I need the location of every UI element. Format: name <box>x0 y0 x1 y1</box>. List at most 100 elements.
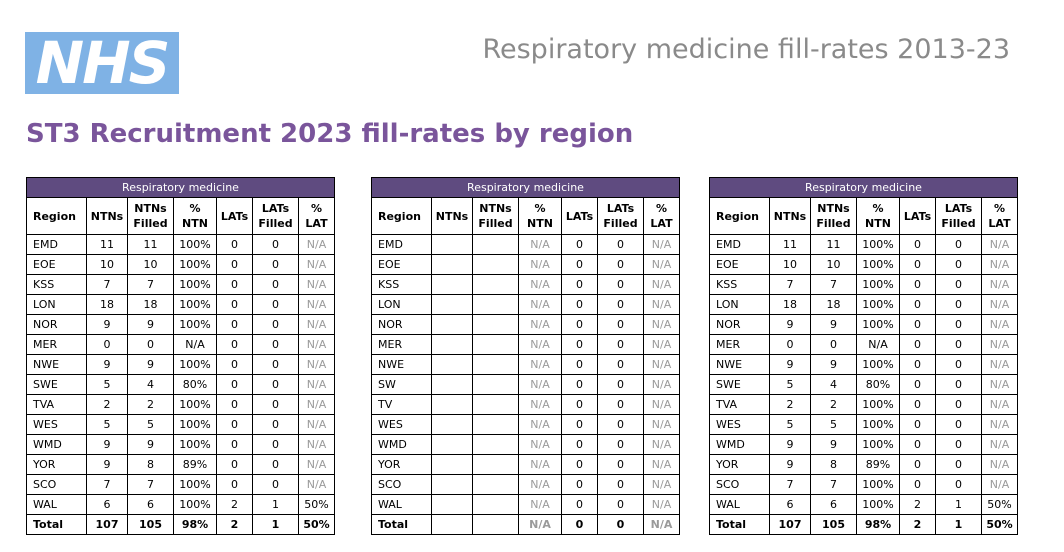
table-cell: 100% <box>856 414 900 435</box>
region-cell: SWE <box>26 374 87 395</box>
table-cell: 7 <box>127 274 174 295</box>
table-cell: 0 <box>899 274 936 295</box>
table-row: NWE 9 9 100% 0 0 N/A <box>26 354 335 375</box>
table-row: SCO 7 7 100% 0 0 N/A <box>709 474 1018 495</box>
table-cell: 9 <box>127 354 174 375</box>
column-header: NTNs Filled <box>810 197 857 235</box>
table-cell: N/A <box>518 334 562 355</box>
table-row: NWE N/A 0 0 N/A <box>371 354 680 375</box>
region-cell: SCO <box>709 474 770 495</box>
table-cell: 0 <box>899 354 936 375</box>
table-cell: 0 <box>252 454 299 475</box>
table-cell: 0 <box>561 374 598 395</box>
total-cell: 98% <box>856 514 900 535</box>
table-group-header: Respiratory medicine <box>371 177 680 198</box>
table-cell: 80% <box>856 374 900 395</box>
table-cell: 0 <box>216 314 253 335</box>
table-cell: N/A <box>981 474 1018 495</box>
region-cell: TV <box>371 394 432 415</box>
total-cell: 105 <box>127 514 174 535</box>
table-cell: N/A <box>518 294 562 315</box>
column-header: Region <box>26 197 87 235</box>
column-header: % LAT <box>981 197 1018 235</box>
table-cell: 0 <box>899 234 936 255</box>
table-cell: 0 <box>935 274 982 295</box>
table-cell: 0 <box>86 334 128 355</box>
region-cell: NOR <box>709 314 770 335</box>
table-cell: N/A <box>981 454 1018 475</box>
table-cell: 0 <box>216 374 253 395</box>
table-cell: 0 <box>561 474 598 495</box>
table-row: EMD N/A 0 0 N/A <box>371 234 680 255</box>
table-cell <box>472 314 519 335</box>
column-header: % NTN <box>856 197 900 235</box>
region-cell: EMD <box>709 234 770 255</box>
table-row: WES 5 5 100% 0 0 N/A <box>26 414 335 435</box>
table-cell: 9 <box>810 314 857 335</box>
table-cell: 0 <box>252 354 299 375</box>
region-cell: EOE <box>371 254 432 275</box>
table-cell: N/A <box>981 274 1018 295</box>
table-cell: 0 <box>561 394 598 415</box>
table-cell: 100% <box>173 234 217 255</box>
table-cell <box>431 394 473 415</box>
total-cell: 98% <box>173 514 217 535</box>
table-cell: 0 <box>935 294 982 315</box>
column-header: LATs Filled <box>252 197 299 235</box>
table-row: MER 0 0 N/A 0 0 N/A <box>709 334 1018 355</box>
table-cell: N/A <box>173 334 217 355</box>
region-cell: LON <box>371 294 432 315</box>
table-cell: N/A <box>643 494 680 515</box>
table-cell: 4 <box>127 374 174 395</box>
region-cell: SCO <box>26 474 87 495</box>
table-cell: N/A <box>518 274 562 295</box>
table-row: KSS N/A 0 0 N/A <box>371 274 680 295</box>
table-cell: N/A <box>981 394 1018 415</box>
table-cell: 2 <box>86 394 128 415</box>
table-cell: 0 <box>561 414 598 435</box>
column-header: NTNs Filled <box>127 197 174 235</box>
table-cell: 1 <box>252 494 299 515</box>
table-cell: 2 <box>216 494 253 515</box>
total-cell: Total <box>26 514 87 535</box>
table-cell <box>472 374 519 395</box>
table-row: SCO 7 7 100% 0 0 N/A <box>26 474 335 495</box>
table-row: LON N/A 0 0 N/A <box>371 294 680 315</box>
table-cell: 11 <box>810 234 857 255</box>
table-cell: 18 <box>769 294 811 315</box>
table-cell: 11 <box>769 234 811 255</box>
table-cell: 8 <box>127 454 174 475</box>
total-cell: 1 <box>935 514 982 535</box>
region-cell: NWE <box>371 354 432 375</box>
table-cell: 0 <box>935 314 982 335</box>
table-cell: 0 <box>899 374 936 395</box>
table-row: WES N/A 0 0 N/A <box>371 414 680 435</box>
column-header: LATs <box>561 197 598 235</box>
table-row: TV N/A 0 0 N/A <box>371 394 680 415</box>
table-cell: 0 <box>216 414 253 435</box>
table-cell: 0 <box>935 434 982 455</box>
table-cell: N/A <box>981 434 1018 455</box>
table-cell: 0 <box>597 354 644 375</box>
table-cell: 9 <box>86 454 128 475</box>
table-cell <box>472 354 519 375</box>
table-row: TVA 2 2 100% 0 0 N/A <box>26 394 335 415</box>
table-cell: N/A <box>298 454 335 475</box>
table-cell: 0 <box>597 254 644 275</box>
table-cell: 10 <box>810 254 857 275</box>
table-cell: 10 <box>127 254 174 275</box>
table-cell: 0 <box>899 314 936 335</box>
table-cell: 0 <box>769 334 811 355</box>
table-cell: 0 <box>597 294 644 315</box>
total-cell <box>431 514 473 535</box>
table-cell: 0 <box>899 294 936 315</box>
table-cell: N/A <box>981 294 1018 315</box>
table-cell: 0 <box>899 394 936 415</box>
table-cell: 100% <box>173 354 217 375</box>
table-row: YOR 9 8 89% 0 0 N/A <box>709 454 1018 475</box>
table-cell <box>472 494 519 515</box>
table-cell: N/A <box>298 274 335 295</box>
table-cell: 0 <box>810 334 857 355</box>
table-cell: 0 <box>216 434 253 455</box>
column-header: % NTN <box>173 197 217 235</box>
